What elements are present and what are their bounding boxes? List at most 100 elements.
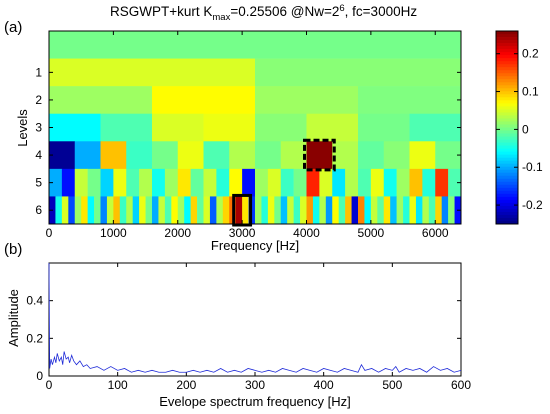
heatmap-cell (106, 196, 114, 225)
heatmap-cell (255, 113, 307, 142)
heatmap-cell (190, 196, 198, 225)
heatmap-cell (377, 196, 385, 225)
colorbar-step (496, 157, 518, 162)
colorbar-step (496, 88, 518, 92)
heatmap-y-tick-label: 5 (35, 176, 42, 190)
heatmap-cell (306, 168, 320, 197)
colorbar-step (496, 40, 518, 44)
heatmap-cell (274, 196, 282, 225)
colorbar-step (496, 178, 518, 183)
heatmap-cell (293, 168, 307, 197)
heatmap-cell (152, 196, 159, 225)
spectrum-ticks: 0 100 200 300 400 500 600 0 0.2 0.4 (26, 263, 471, 392)
heatmap-x-tick-label: 5000 (358, 226, 385, 240)
heatmap-cell (358, 141, 385, 170)
heatmap-cell (267, 168, 282, 197)
spectrum-x-tick-label: 500 (382, 378, 402, 392)
colorbar-step (496, 220, 518, 225)
heatmap-cell (409, 113, 462, 142)
spectrum-x-tick-label: 400 (314, 378, 334, 392)
colorbar-step (496, 145, 518, 150)
colorbar-step (496, 130, 518, 134)
spectrum-x-tick-label: 100 (108, 378, 128, 392)
heatmap-cell (358, 168, 372, 197)
heatmap-cell (49, 31, 462, 59)
colorbar-step (496, 205, 518, 210)
heatmap-cell (216, 168, 230, 197)
heatmap-cell (448, 196, 455, 225)
heatmap-cell (126, 141, 153, 170)
spectrum-x-tick-label: 600 (451, 378, 471, 392)
colorbar-step (496, 91, 518, 95)
colorbar-step (496, 181, 518, 186)
heatmap-cell (61, 196, 69, 225)
heatmap-cell (177, 168, 191, 197)
colorbar-step (496, 196, 518, 201)
heatmap-cell (396, 196, 404, 225)
colorbar-step (496, 193, 518, 198)
heatmap-cell (100, 196, 108, 225)
colorbar-step (496, 160, 518, 165)
colorbar-tick-label: 0.1 (522, 85, 539, 99)
heatmap-cell (383, 141, 410, 170)
colorbar-step (496, 100, 518, 104)
colorbar-step (496, 115, 518, 119)
heatmap-x-tick-label: 3000 (229, 226, 256, 240)
colorbar-step (496, 103, 518, 107)
heatmap-cell (49, 168, 63, 197)
colorbar-step (496, 55, 518, 59)
heatmap-cell (87, 168, 101, 197)
heatmap-cell (319, 196, 327, 225)
heatmap-cell (332, 168, 346, 197)
colorbar-step (496, 46, 518, 50)
heatmap-cell (132, 196, 140, 225)
colorbar-step (496, 184, 518, 189)
colorbar-step (496, 67, 518, 71)
colorbar-step (496, 97, 518, 101)
heatmap-cell (267, 196, 275, 225)
heatmap-cell (383, 168, 397, 197)
title-value: =0.25506 @Nw=2 (230, 4, 339, 19)
chart-title: RSGWPT+kurt Kmax=0.25506 @Nw=26, fc=3000… (110, 3, 417, 23)
colorbar-step (496, 112, 518, 116)
heatmap-cell (177, 196, 185, 225)
title-suffix: , fc=3000Hz (345, 4, 418, 19)
heatmap-cell (280, 141, 307, 170)
colorbar-step (496, 217, 518, 222)
heatmap-cell (358, 86, 462, 115)
heatmap-cell (351, 196, 359, 225)
colorbar-step (496, 208, 518, 213)
colorbar-step (496, 211, 518, 216)
spectrum-x-tick-label: 200 (176, 378, 196, 392)
heatmap-cell (255, 58, 462, 87)
heatmap-x-tick-label: 4000 (293, 226, 320, 240)
title-subscript: max (212, 12, 230, 23)
spectrum-y-tick-label: 0.4 (26, 294, 43, 308)
heatmap-cell (49, 58, 256, 87)
colorbar-step (496, 169, 518, 174)
heatmap-cell (448, 168, 462, 197)
colorbar-step (496, 34, 518, 38)
colorbar-step (496, 79, 518, 83)
heatmap-cell (280, 196, 288, 225)
heatmap-cell (396, 168, 410, 197)
colorbar-ticks: 0.2 0.1 0 -0.1 -0.2 (496, 47, 543, 212)
spectrum-y-label: Amplitude (6, 289, 21, 347)
heatmap-y-tick-label: 3 (35, 121, 42, 135)
heatmap-cell (152, 168, 166, 197)
heatmap-cell (152, 141, 179, 170)
heatmap-cell (203, 196, 211, 225)
colorbar-step (496, 187, 518, 192)
colorbar-step (496, 214, 518, 219)
colorbar-step (496, 151, 518, 156)
heatmap-cell (312, 196, 320, 225)
colorbar-step (496, 202, 518, 207)
heatmap-cell (229, 168, 243, 197)
heatmap-cell (235, 196, 243, 225)
heatmap-cell (74, 168, 88, 197)
heatmap-cell (216, 196, 224, 225)
heatmap-cell (100, 168, 114, 197)
heatmap-cell (74, 141, 101, 170)
heatmap-cell (409, 168, 423, 197)
colorbar-tick-label: -0.2 (522, 198, 543, 212)
